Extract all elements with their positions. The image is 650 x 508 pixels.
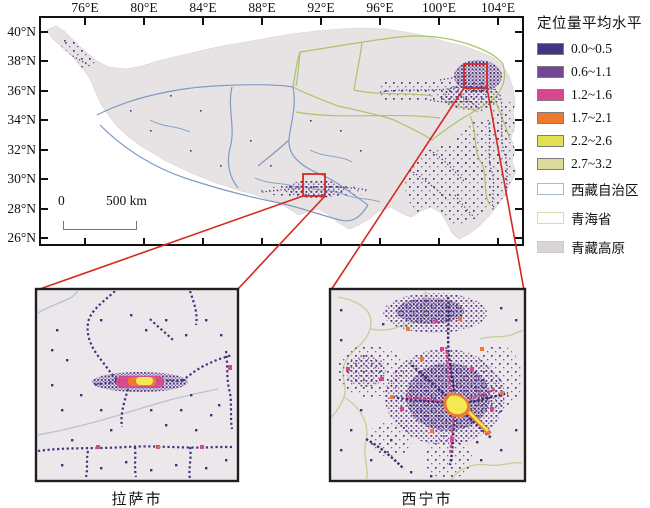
legend-class-label: 2.7~3.2 (571, 156, 613, 171)
inset-lhasa (34, 287, 240, 483)
legend-region-label: 西藏自治区 (571, 183, 639, 198)
inset-caption-lhasa: 拉萨市 (111, 492, 163, 508)
highlight-rect-lhasa (302, 173, 326, 197)
lat-tick-label: 38°N (7, 53, 36, 68)
scalebar-zero: 0 (58, 193, 65, 208)
lat-tick-label: 26°N (7, 230, 36, 245)
inset-lhasa-hotspot (92, 365, 232, 449)
legend-swatch (537, 183, 564, 195)
qinghai-boundary (292, 35, 511, 206)
legend-class-row: 2.7~3.2 (537, 156, 649, 172)
inset-lhasa-dots (51, 314, 228, 472)
lat-tick-label: 34°N (7, 112, 36, 127)
legend-class-row: 0.0~0.5 (537, 41, 649, 57)
legend-title: 定位量平均水平 (537, 16, 642, 32)
legend-class-row: 2.2~2.6 (537, 133, 649, 149)
inset-xining-dots (340, 307, 518, 478)
inset-lhasa-rivers (38, 291, 219, 436)
lon-tick-label: 92°E (307, 0, 335, 15)
legend-regions: 西藏自治区 青海省 青藏高原 (537, 179, 649, 257)
lon-tick-label: 104°E (481, 0, 515, 15)
legend-region-row: 青海省 (537, 208, 649, 228)
lon-tick-label: 100°E (422, 0, 456, 15)
inset-xining-border (328, 287, 527, 483)
legend-region-label: 青海省 (571, 212, 612, 227)
lat-tick-label: 28°N (7, 201, 36, 216)
lat-tick-label: 36°N (7, 83, 36, 98)
legend-swatch (537, 241, 564, 253)
inset-xining-hotspot (346, 317, 504, 454)
legend-region-row: 青藏高原 (537, 237, 649, 257)
legend-class-label: 0.6~1.1 (571, 64, 613, 79)
legend-swatch (537, 66, 564, 78)
inset-caption-xining: 西宁市 (401, 492, 453, 508)
road-dots (64, 40, 362, 167)
legend-swatch (537, 135, 564, 147)
lon-tick-label: 96°E (366, 0, 394, 15)
legend-class-label: 2.2~2.6 (571, 133, 613, 148)
legend-region-row: 西藏自治区 (537, 179, 649, 199)
lat-tick-label: 40°N (7, 24, 36, 39)
legend-class-row: 0.6~1.1 (537, 64, 649, 80)
main-map (39, 16, 524, 246)
legend-swatch (537, 158, 564, 170)
legend-class-label: 1.2~1.6 (571, 87, 613, 102)
inset-lhasa-border (34, 287, 240, 483)
legend-swatch (537, 112, 564, 124)
legend-swatch (537, 212, 564, 224)
inset-xining (328, 287, 527, 483)
highlight-rect-xining (463, 63, 488, 89)
scalebar (63, 221, 137, 230)
lon-tick-label: 88°E (248, 0, 276, 15)
inset-xining-clusters (336, 293, 522, 479)
lon-tick-label: 76°E (71, 0, 99, 15)
inset-connector-lines (36, 87, 525, 291)
legend-class-label: 0.0~0.5 (571, 41, 613, 56)
map-frame (39, 16, 524, 246)
lat-tick-label: 32°N (7, 142, 36, 157)
axis-ticks (41, 18, 522, 244)
legend-class-row: 1.2~1.6 (537, 87, 649, 103)
legend-swatch (537, 89, 564, 101)
scalebar-label: 500 km (106, 193, 147, 208)
lat-tick-label: 30°N (7, 171, 36, 186)
highlight-rects (302, 63, 488, 197)
legend-swatch (537, 43, 564, 55)
lon-tick-label: 80°E (130, 0, 158, 15)
legend: 定位量平均水平 0.0~0.5 0.6~1.1 1.2~1.6 1.7~2.1 … (537, 12, 649, 266)
tibet-boundary (96, 84, 381, 222)
legend-class-row: 1.7~2.1 (537, 110, 649, 126)
legend-region-label: 青藏高原 (571, 241, 625, 256)
legend-class-label: 1.7~2.1 (571, 110, 613, 125)
lon-tick-label: 84°E (189, 0, 217, 15)
